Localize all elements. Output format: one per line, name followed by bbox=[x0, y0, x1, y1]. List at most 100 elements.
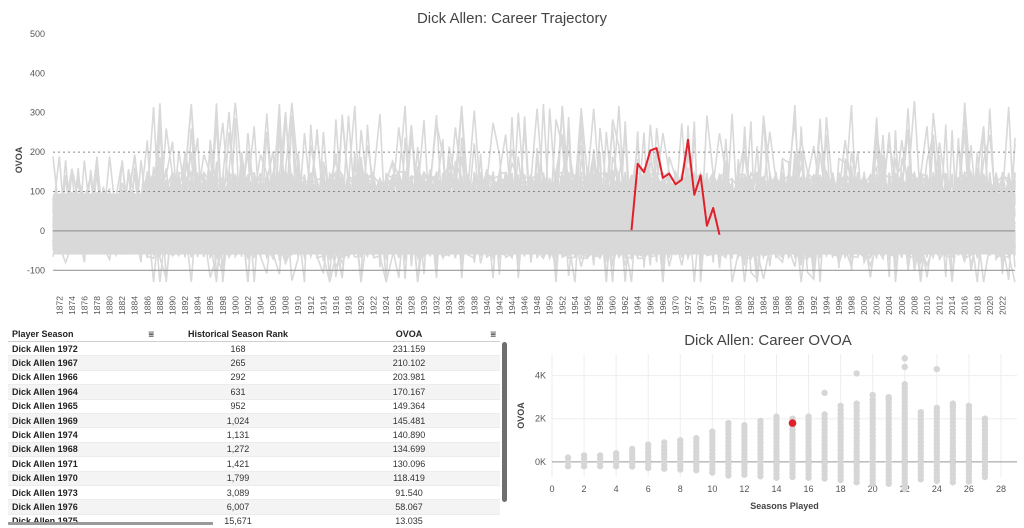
population-line bbox=[52, 111, 1016, 283]
x-tick-label: 1942 bbox=[494, 296, 504, 315]
bottom-chart-title: Dick Allen: Career OVOA bbox=[684, 332, 852, 349]
table-row[interactable]: Dick Allen 1964 631 170.167 bbox=[8, 384, 500, 400]
x-tick-label: 1978 bbox=[721, 296, 731, 315]
table-row[interactable]: Dick Allen 1968 1,272 134.699 bbox=[8, 442, 500, 458]
x-tick-label: 16 bbox=[804, 484, 814, 494]
population-point bbox=[661, 439, 668, 446]
x-tick-label: 2016 bbox=[960, 296, 970, 315]
x-tick-label: 1880 bbox=[105, 296, 115, 315]
y-tick-label: 100 bbox=[30, 187, 45, 197]
table-row[interactable]: Dick Allen 1974 1,131 140.890 bbox=[8, 427, 500, 443]
x-tick-label: 28 bbox=[996, 484, 1006, 494]
career-trajectory-chart[interactable]: 500 400 300 200 100 0 -100 OVOA 1872 1874 1876 1878… bbox=[0, 0, 1024, 326]
cell-ovoa: 134.699 bbox=[318, 442, 500, 458]
x-axis-label: Seasons Played bbox=[750, 501, 819, 511]
x-tick-label: 1970 bbox=[670, 296, 680, 315]
table-row[interactable]: Dick Allen 1967 265 210.102 bbox=[8, 355, 500, 371]
x-tick-label: 1968 bbox=[658, 296, 668, 315]
x-tick-label: 1958 bbox=[595, 296, 605, 315]
x-tick-label: 1960 bbox=[608, 296, 618, 315]
population-point bbox=[741, 422, 748, 429]
population-point bbox=[933, 365, 941, 373]
cell-ovoa: 170.167 bbox=[318, 384, 500, 400]
x-tick-label: 1982 bbox=[746, 296, 756, 315]
table-row[interactable]: Dick Allen 1970 1,799 118.419 bbox=[8, 471, 500, 486]
x-tick-label: 2000 bbox=[859, 296, 869, 315]
population-point bbox=[757, 417, 764, 425]
table-horizontal-scrollbar[interactable] bbox=[8, 522, 213, 525]
sort-icon[interactable]: ⩸ bbox=[148, 329, 154, 339]
x-tick-label: 2008 bbox=[909, 296, 919, 315]
table-scrollbar[interactable] bbox=[502, 342, 507, 502]
table-row[interactable]: Dick Allen 1969 1,024 145.481 bbox=[8, 413, 500, 429]
table-row[interactable]: Dick Allen 1966 292 203.981 bbox=[8, 370, 500, 386]
population-point bbox=[821, 411, 828, 418]
x-tick-label: 1966 bbox=[645, 296, 655, 315]
population-point bbox=[709, 428, 716, 435]
table-row[interactable]: Dick Allen 1965 952 149.364 bbox=[8, 399, 500, 414]
header-player-season[interactable]: Player Season ⩸ bbox=[8, 326, 158, 342]
population-point bbox=[596, 452, 604, 459]
x-tick-label: 1910 bbox=[293, 296, 303, 315]
career-ovoa-chart[interactable]: 02468101214161820222426284K2K0KOVOASeaso… bbox=[512, 332, 1024, 528]
x-tick-label: 2004 bbox=[884, 296, 894, 315]
y-axis-label: OVOA bbox=[516, 402, 526, 429]
population-point bbox=[853, 370, 860, 377]
sort-icon[interactable]: ⩸ bbox=[490, 329, 496, 339]
population-point bbox=[725, 419, 732, 427]
x-tick-label: 2012 bbox=[935, 296, 945, 315]
population-line bbox=[52, 160, 1016, 275]
x-tick-label: 1924 bbox=[381, 296, 391, 315]
x-tick-label: 1994 bbox=[821, 296, 831, 315]
population-point bbox=[677, 437, 684, 444]
x-tick-label: 8 bbox=[678, 484, 683, 494]
x-tick-label: 1990 bbox=[796, 296, 806, 315]
x-tick-label: 1888 bbox=[155, 296, 165, 315]
x-tick-label: 1936 bbox=[457, 296, 467, 315]
x-tick-label: 1926 bbox=[394, 296, 404, 315]
table-row[interactable]: Dick Allen 1976 6,007 58.067 bbox=[8, 499, 500, 515]
cell-player-season: Dick Allen 1964 bbox=[8, 384, 158, 400]
x-tick-label: 1940 bbox=[482, 296, 492, 315]
cell-ovoa: 231.159 bbox=[318, 341, 500, 357]
x-tick-label: 2020 bbox=[985, 296, 995, 315]
cell-season-rank: 1,421 bbox=[158, 456, 318, 472]
x-tick-label: 1974 bbox=[696, 296, 706, 315]
season-table[interactable]: Player Season ⩸ Historical Season Rank OV… bbox=[8, 326, 500, 528]
x-tick-label: 12 bbox=[739, 484, 749, 494]
cell-season-rank: 1,799 bbox=[158, 471, 318, 486]
table-row[interactable]: Dick Allen 1971 1,421 130.096 bbox=[8, 456, 500, 472]
x-tick-label: 1962 bbox=[620, 296, 630, 315]
x-tick-label: 1894 bbox=[193, 296, 203, 315]
cell-player-season: Dick Allen 1969 bbox=[8, 413, 158, 429]
x-tick-label: 1950 bbox=[545, 296, 555, 315]
x-tick-label: 1892 bbox=[180, 296, 190, 315]
x-tick-label: 1896 bbox=[205, 296, 215, 315]
x-tick-label: 1916 bbox=[331, 296, 341, 315]
cell-ovoa: 13.035 bbox=[318, 514, 500, 528]
cell-season-rank: 292 bbox=[158, 370, 318, 386]
table-header-row: Player Season ⩸ Historical Season Rank OV… bbox=[8, 326, 500, 342]
header-season-rank[interactable]: Historical Season Rank bbox=[158, 326, 318, 342]
cell-ovoa: 118.419 bbox=[318, 471, 500, 486]
x-tick-label: 1938 bbox=[469, 296, 479, 315]
table-row[interactable]: Dick Allen 1972 168 231.159 bbox=[8, 341, 500, 357]
header-ovoa[interactable]: OVOA ⩸ bbox=[318, 326, 500, 342]
x-tick-label: 1964 bbox=[633, 296, 643, 315]
population-point bbox=[949, 402, 957, 409]
x-tick-label: 1876 bbox=[79, 296, 89, 315]
population-point bbox=[933, 404, 941, 412]
x-tick-label: 1872 bbox=[54, 296, 64, 315]
x-tick-label: 1972 bbox=[683, 296, 693, 315]
table-row[interactable]: Dick Allen 1973 3,089 91.540 bbox=[8, 485, 500, 501]
x-tick-label: 1920 bbox=[356, 296, 366, 315]
cell-ovoa: 149.364 bbox=[318, 399, 500, 414]
x-tick-label: 1902 bbox=[243, 296, 253, 315]
y-tick-label: -100 bbox=[27, 265, 45, 275]
x-tick-label: 1952 bbox=[557, 296, 567, 315]
x-tick-label: 2014 bbox=[947, 296, 957, 315]
cell-season-rank: 265 bbox=[158, 355, 318, 371]
x-tick-label: 1890 bbox=[167, 296, 177, 315]
x-tick-label: 1884 bbox=[130, 296, 140, 315]
y-axis-label: OVOA bbox=[14, 146, 24, 173]
